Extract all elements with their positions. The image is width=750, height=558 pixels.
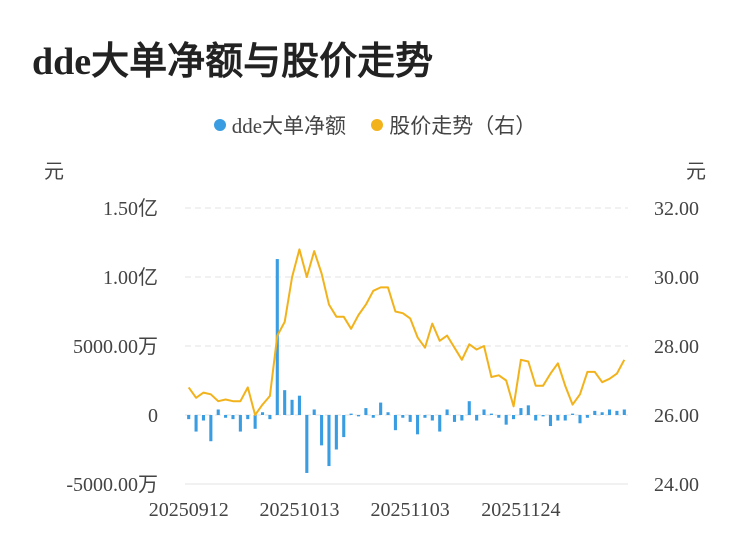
bar [607, 409, 612, 415]
bar [482, 409, 486, 415]
bar [489, 413, 493, 415]
bar [187, 415, 191, 420]
bar [297, 395, 301, 415]
bar [475, 415, 479, 421]
bar [201, 415, 206, 421]
bar [438, 415, 442, 432]
x-tick-label: 20251124 [481, 499, 560, 521]
legend-item-dde[interactable]: dde大单净额 [213, 110, 347, 140]
right-axis-unit: 元 [686, 161, 706, 183]
bar [504, 415, 508, 425]
bar [268, 415, 272, 420]
bar [246, 415, 250, 420]
bar [260, 412, 265, 415]
bar [563, 415, 567, 421]
bar [312, 409, 316, 415]
bar [224, 415, 228, 418]
bar [600, 412, 604, 415]
x-tick-label: 20251013 [259, 499, 339, 521]
bar [209, 415, 213, 442]
bar [512, 415, 516, 420]
bar [423, 415, 427, 418]
right-tick-label: 30.00 [654, 267, 699, 289]
legend: dde大单净额 股价走势（右） [0, 110, 750, 140]
bar [349, 413, 353, 415]
legend-dot-dde [213, 119, 226, 131]
bar [526, 405, 530, 415]
bar [371, 415, 375, 418]
bar [216, 409, 220, 415]
bar [452, 415, 457, 422]
bar [194, 415, 198, 432]
bar [290, 399, 294, 415]
bar [342, 415, 346, 438]
left-tick-label: 1.50亿 [103, 197, 158, 220]
x-tick-label: 20251103 [371, 499, 450, 521]
right-tick-label: 32.00 [654, 198, 699, 220]
bar [497, 415, 501, 418]
bar [534, 415, 538, 421]
right-tick-label: 24.00 [654, 474, 699, 496]
legend-label-price: 股价走势（右） [389, 114, 537, 138]
bar [393, 415, 397, 431]
bar [571, 413, 575, 415]
bar [615, 410, 619, 415]
bar [386, 412, 390, 415]
left-tick-label: 5000.00万 [73, 336, 158, 358]
bar [231, 415, 235, 420]
bar [283, 390, 287, 415]
bar [445, 409, 449, 415]
left-axis-unit: 元 [44, 161, 64, 183]
price-line [187, 248, 626, 416]
bar [585, 415, 589, 418]
bar [467, 401, 471, 415]
right-tick-label: 26.00 [654, 405, 699, 427]
legend-label-dde: dde大单净额 [231, 114, 347, 138]
bar [401, 415, 405, 418]
bar [416, 415, 420, 435]
bar [364, 408, 368, 415]
bar [305, 415, 309, 473]
bar [320, 415, 324, 446]
bar [379, 402, 383, 415]
left-tick-label: -5000.00万 [66, 474, 158, 496]
bar [578, 415, 582, 424]
bar [334, 415, 338, 450]
right-tick-label: 28.00 [654, 336, 699, 358]
bar [541, 415, 545, 417]
bar [408, 415, 412, 422]
bar [622, 409, 626, 415]
bar [238, 415, 242, 432]
bar [548, 415, 553, 427]
bar [253, 415, 257, 429]
legend-item-price[interactable]: 股价走势（右） [371, 110, 536, 140]
bar [356, 415, 361, 417]
chart-title: dde大单净额与股价走势 [32, 41, 434, 83]
bar [593, 410, 597, 415]
bar [460, 415, 464, 421]
left-tick-label: 1.00亿 [103, 266, 158, 289]
bar [519, 408, 523, 415]
bar [327, 415, 331, 467]
legend-dot-price [371, 119, 384, 131]
left-tick-label: 0 [148, 405, 158, 427]
x-tick-label: 20250912 [149, 499, 229, 521]
bar [556, 415, 560, 421]
bar [430, 415, 434, 421]
